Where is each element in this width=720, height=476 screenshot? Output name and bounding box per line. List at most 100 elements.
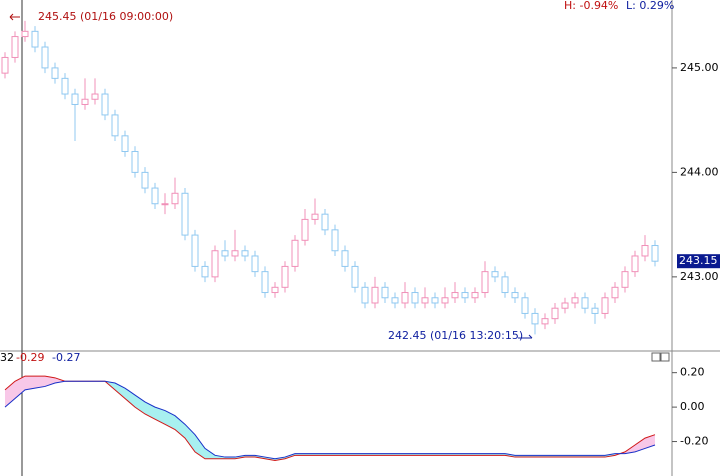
candle-body bbox=[111, 114, 119, 137]
candle-body bbox=[321, 213, 329, 231]
high-pct: H: -0.94% bbox=[564, 0, 618, 12]
candle-body bbox=[381, 286, 389, 299]
candle-body bbox=[31, 30, 39, 48]
y-tick-label: 244.00 bbox=[680, 165, 719, 178]
candle-body bbox=[531, 312, 539, 325]
candle-body bbox=[341, 250, 349, 267]
candle-body bbox=[91, 93, 99, 100]
candle-body bbox=[371, 286, 379, 304]
minimize-button[interactable] bbox=[651, 352, 661, 362]
cloud-fill bbox=[205, 448, 215, 459]
candle-body bbox=[21, 30, 29, 38]
arrow bbox=[518, 334, 533, 339]
candle-body bbox=[521, 297, 529, 314]
cloud-fill bbox=[135, 395, 145, 414]
candle-body bbox=[241, 250, 249, 257]
candle-body bbox=[551, 307, 559, 320]
cloud-fill bbox=[165, 410, 175, 430]
candle-body bbox=[511, 292, 519, 299]
candle-body bbox=[61, 77, 69, 95]
cloud-fill bbox=[15, 376, 25, 399]
candle-body bbox=[71, 93, 79, 105]
low-note: 242.45 (01/16 13:20:15) bbox=[388, 329, 523, 342]
candle-body bbox=[601, 297, 609, 314]
indicator-label: 32 bbox=[0, 351, 14, 364]
candle-body bbox=[471, 292, 479, 299]
cloud-fill bbox=[645, 434, 655, 449]
candle-body bbox=[401, 292, 409, 304]
readout: -0.29 bbox=[16, 351, 44, 364]
cloud-fill bbox=[175, 415, 185, 439]
cloud-fill bbox=[185, 424, 195, 452]
candle-body bbox=[351, 265, 359, 288]
candle-body bbox=[591, 307, 599, 314]
candle-body bbox=[81, 98, 89, 105]
candle-body bbox=[501, 276, 509, 294]
candle-body bbox=[181, 192, 189, 236]
candle-body bbox=[171, 192, 179, 205]
y-tick-label: 243.00 bbox=[680, 270, 719, 283]
cloud-fill bbox=[35, 376, 45, 389]
candle-body bbox=[131, 150, 139, 173]
low-pct: L: 0.29% bbox=[626, 0, 674, 12]
cloud-fill bbox=[635, 438, 645, 452]
candle-body bbox=[581, 297, 589, 309]
candle-body bbox=[541, 318, 549, 325]
close-button[interactable] bbox=[660, 352, 670, 362]
candle-body bbox=[121, 135, 129, 152]
candle-body bbox=[421, 297, 429, 304]
candle-body bbox=[141, 171, 149, 189]
candle-body bbox=[101, 93, 109, 116]
candle-body bbox=[231, 250, 239, 257]
candle-body bbox=[491, 271, 499, 278]
cloud-fill bbox=[25, 376, 35, 390]
candle-body bbox=[391, 297, 399, 304]
candle-body bbox=[221, 250, 229, 257]
y-tick-label: 0.00 bbox=[680, 400, 705, 413]
candle-body bbox=[261, 271, 269, 294]
y-tick-label: 245.00 bbox=[680, 61, 719, 74]
candle-body bbox=[201, 265, 209, 278]
indicator-line bbox=[4, 375, 656, 462]
candle-body bbox=[631, 255, 639, 273]
candle-body bbox=[311, 213, 319, 220]
candle-body bbox=[361, 286, 369, 304]
candle-body bbox=[451, 292, 459, 299]
candle-body bbox=[51, 67, 59, 79]
plot: 245.00 244.00 243.00 243.15 0.20 0.00 -0.20 bbox=[1, 20, 720, 462]
candle-body bbox=[411, 292, 419, 304]
readout: -0.27 bbox=[52, 351, 80, 364]
candle-body bbox=[561, 302, 569, 309]
candle-body bbox=[161, 203, 169, 206]
candle-body bbox=[651, 245, 659, 262]
candle-body bbox=[271, 286, 279, 294]
candle-body bbox=[281, 265, 289, 288]
candle-body bbox=[571, 297, 579, 304]
candle-body bbox=[431, 297, 439, 304]
candle-body bbox=[611, 286, 619, 299]
candle-body bbox=[641, 245, 649, 257]
y-tick-label: -0.20 bbox=[680, 435, 708, 448]
indicator-line bbox=[4, 380, 656, 460]
candle-body bbox=[11, 36, 19, 58]
candle-body bbox=[461, 292, 469, 299]
cloud-fill bbox=[125, 388, 135, 408]
candle-body bbox=[331, 229, 339, 252]
candle-body bbox=[291, 239, 299, 267]
price-tag-label: 243.15 bbox=[679, 254, 718, 267]
candle-body bbox=[251, 255, 259, 273]
candle-body bbox=[441, 297, 449, 304]
candle-body bbox=[481, 271, 489, 294]
cloud-fill bbox=[195, 434, 205, 459]
y-tick-label: 0.20 bbox=[680, 366, 705, 379]
arrow bbox=[9, 13, 20, 21]
candle-body bbox=[621, 271, 629, 288]
high-note: 245.45 (01/16 09:00:00) bbox=[38, 10, 173, 23]
candle-body bbox=[191, 234, 199, 267]
candle-body bbox=[41, 46, 49, 69]
candle-body bbox=[301, 218, 309, 241]
price-tag bbox=[677, 254, 720, 269]
candle-body bbox=[151, 187, 159, 205]
